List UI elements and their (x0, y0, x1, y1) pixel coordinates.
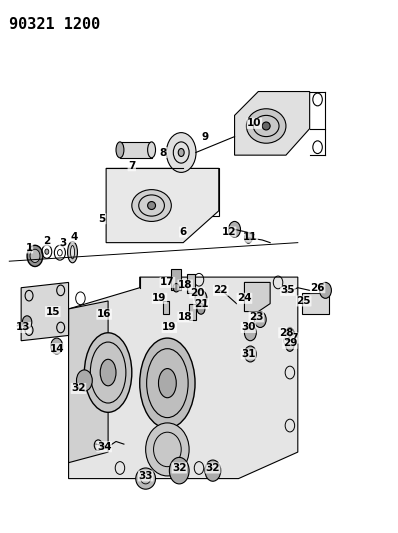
Text: 19: 19 (162, 322, 177, 333)
Text: 16: 16 (97, 309, 111, 319)
Circle shape (51, 338, 62, 354)
Text: 12: 12 (221, 227, 236, 237)
Ellipse shape (132, 190, 171, 221)
Text: 14: 14 (49, 344, 64, 354)
Text: 1: 1 (25, 243, 33, 253)
Polygon shape (120, 142, 152, 158)
Text: 30: 30 (241, 322, 256, 333)
Text: 11: 11 (243, 232, 258, 243)
Circle shape (254, 312, 266, 327)
Text: 32: 32 (71, 383, 86, 393)
Circle shape (228, 221, 240, 237)
Ellipse shape (148, 201, 156, 209)
Ellipse shape (84, 333, 132, 413)
Bar (187, 274, 195, 293)
Text: 4: 4 (71, 232, 78, 243)
Bar (171, 269, 181, 290)
Polygon shape (302, 293, 330, 314)
Polygon shape (120, 168, 219, 216)
Text: 31: 31 (241, 349, 256, 359)
Text: 32: 32 (206, 463, 220, 473)
Ellipse shape (45, 249, 49, 254)
Circle shape (284, 335, 292, 346)
Circle shape (197, 304, 205, 314)
Polygon shape (244, 282, 270, 312)
Ellipse shape (100, 359, 116, 386)
Circle shape (22, 316, 32, 328)
Text: 90321 1200: 90321 1200 (9, 17, 101, 33)
Ellipse shape (140, 338, 195, 428)
Text: 32: 32 (172, 463, 187, 473)
Text: 10: 10 (247, 118, 261, 128)
Text: 28: 28 (279, 328, 293, 338)
Circle shape (173, 284, 179, 292)
Text: 6: 6 (179, 227, 187, 237)
Circle shape (244, 346, 256, 362)
Ellipse shape (136, 468, 156, 489)
Text: 34: 34 (97, 442, 111, 452)
Text: 33: 33 (139, 471, 153, 481)
Text: 18: 18 (178, 280, 192, 290)
Text: 27: 27 (285, 333, 299, 343)
Ellipse shape (158, 368, 176, 398)
Circle shape (320, 282, 332, 298)
Text: 24: 24 (237, 293, 252, 303)
Text: 2: 2 (43, 236, 51, 246)
Polygon shape (68, 277, 298, 479)
Ellipse shape (262, 122, 270, 130)
Text: 35: 35 (281, 285, 295, 295)
Polygon shape (21, 282, 68, 341)
Ellipse shape (166, 133, 196, 172)
Circle shape (286, 327, 294, 338)
Circle shape (76, 370, 92, 391)
Ellipse shape (246, 109, 286, 143)
Text: 18: 18 (178, 312, 192, 322)
Bar (189, 304, 196, 319)
Text: 20: 20 (190, 288, 204, 298)
Polygon shape (106, 168, 219, 243)
Circle shape (244, 232, 252, 243)
Text: 23: 23 (249, 312, 263, 322)
Text: 9: 9 (201, 132, 209, 142)
Text: 22: 22 (213, 285, 228, 295)
Ellipse shape (27, 245, 43, 266)
Circle shape (195, 290, 207, 306)
Text: 7: 7 (128, 161, 135, 171)
Ellipse shape (146, 423, 189, 476)
Circle shape (286, 341, 294, 351)
Circle shape (205, 460, 221, 481)
Text: 8: 8 (160, 148, 167, 158)
Text: 26: 26 (310, 282, 325, 293)
Text: 13: 13 (16, 322, 30, 333)
Text: 3: 3 (59, 238, 66, 248)
Circle shape (244, 325, 256, 341)
Polygon shape (234, 92, 310, 155)
Bar (164, 301, 170, 314)
Text: 19: 19 (152, 293, 167, 303)
Text: 25: 25 (297, 296, 311, 306)
Text: 21: 21 (194, 298, 208, 309)
Ellipse shape (70, 246, 74, 259)
Polygon shape (68, 301, 108, 463)
Circle shape (170, 457, 189, 484)
Ellipse shape (148, 142, 156, 158)
Text: 15: 15 (45, 306, 60, 317)
Ellipse shape (30, 249, 40, 263)
Text: 29: 29 (283, 338, 297, 349)
Ellipse shape (178, 149, 184, 157)
Ellipse shape (116, 142, 124, 158)
Text: 17: 17 (160, 277, 175, 287)
Ellipse shape (68, 241, 78, 263)
Text: 5: 5 (99, 214, 106, 224)
